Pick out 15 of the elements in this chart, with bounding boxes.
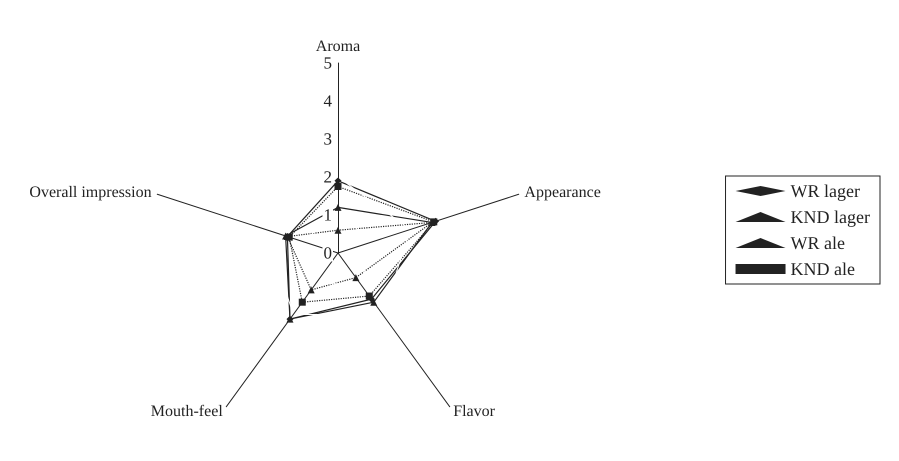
spoke-label: Overall impression	[29, 184, 152, 201]
y-tick-label: 4	[324, 92, 332, 110]
spoke-label: Mouth-feel	[150, 403, 224, 420]
y-tick-label: 3	[324, 130, 332, 148]
spoke-label: Flavor	[453, 403, 496, 420]
y-tick-label: 2	[324, 168, 332, 186]
legend-label: WR ale	[790, 233, 846, 253]
spoke-label: Aroma	[316, 38, 360, 56]
legend-label: KND lager	[790, 207, 870, 227]
y-tick-label: 0	[324, 244, 332, 262]
y-tick-label: 5	[324, 54, 332, 72]
legend-label: WR lager	[790, 181, 860, 201]
spoke-label: Appearance	[524, 184, 601, 201]
y-tick-label: 1	[324, 206, 332, 224]
legend-label: KND ale	[790, 259, 856, 279]
